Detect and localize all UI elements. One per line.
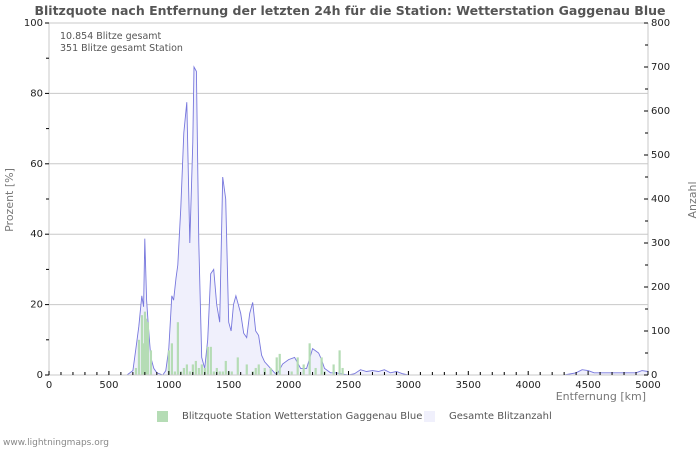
svg-text:4500: 4500 xyxy=(575,380,600,391)
svg-text:2500: 2500 xyxy=(336,380,361,391)
legend-swatch-lavender xyxy=(424,411,435,422)
svg-text:300: 300 xyxy=(651,238,670,249)
svg-text:2000: 2000 xyxy=(276,380,301,391)
y-axis-left-title: Prozent [%] xyxy=(3,168,16,232)
svg-text:60: 60 xyxy=(30,159,43,170)
legend-label: Gesamte Blitzanzahl xyxy=(449,411,552,422)
svg-text:3500: 3500 xyxy=(456,380,481,391)
svg-text:600: 600 xyxy=(651,106,670,117)
svg-text:0: 0 xyxy=(651,370,657,381)
y-axis-right-title: Anzahl xyxy=(686,181,699,218)
svg-text:1500: 1500 xyxy=(216,380,241,391)
svg-text:0: 0 xyxy=(37,370,43,381)
svg-text:200: 200 xyxy=(651,282,670,293)
svg-text:0: 0 xyxy=(46,380,52,391)
svg-text:400: 400 xyxy=(651,194,670,205)
chart-title: Blitzquote nach Entfernung der letzten 2… xyxy=(34,3,666,18)
legend-label: Blitzquote Station Wetterstation Gaggena… xyxy=(182,411,423,422)
grid-lines xyxy=(49,22,648,306)
watermark-link[interactable]: www.lightningmaps.org xyxy=(3,438,109,448)
svg-text:100: 100 xyxy=(24,18,43,29)
info-total-strikes: 10.854 Blitze gesamt xyxy=(60,31,162,42)
svg-text:1000: 1000 xyxy=(156,380,181,391)
svg-text:80: 80 xyxy=(30,88,43,99)
svg-text:4000: 4000 xyxy=(515,380,540,391)
svg-text:40: 40 xyxy=(30,229,43,240)
x-axis-title: Entfernung [km] xyxy=(556,390,646,403)
svg-text:800: 800 xyxy=(651,18,670,29)
legend-swatch-green xyxy=(157,411,168,422)
info-station-strikes: 351 Blitze gesamt Station xyxy=(60,43,183,54)
svg-text:3000: 3000 xyxy=(396,380,421,391)
svg-text:100: 100 xyxy=(651,326,670,337)
svg-text:20: 20 xyxy=(30,300,43,311)
legend-item-total-count[interactable]: Gesamte Blitzanzahl xyxy=(424,411,552,422)
svg-text:700: 700 xyxy=(651,62,670,73)
total-lightning-area-series xyxy=(49,65,649,376)
svg-text:500: 500 xyxy=(651,150,670,161)
svg-text:500: 500 xyxy=(99,380,118,391)
svg-text:5000: 5000 xyxy=(635,380,660,391)
legend-item-station-quota[interactable]: Blitzquote Station Wetterstation Gaggena… xyxy=(157,411,422,422)
